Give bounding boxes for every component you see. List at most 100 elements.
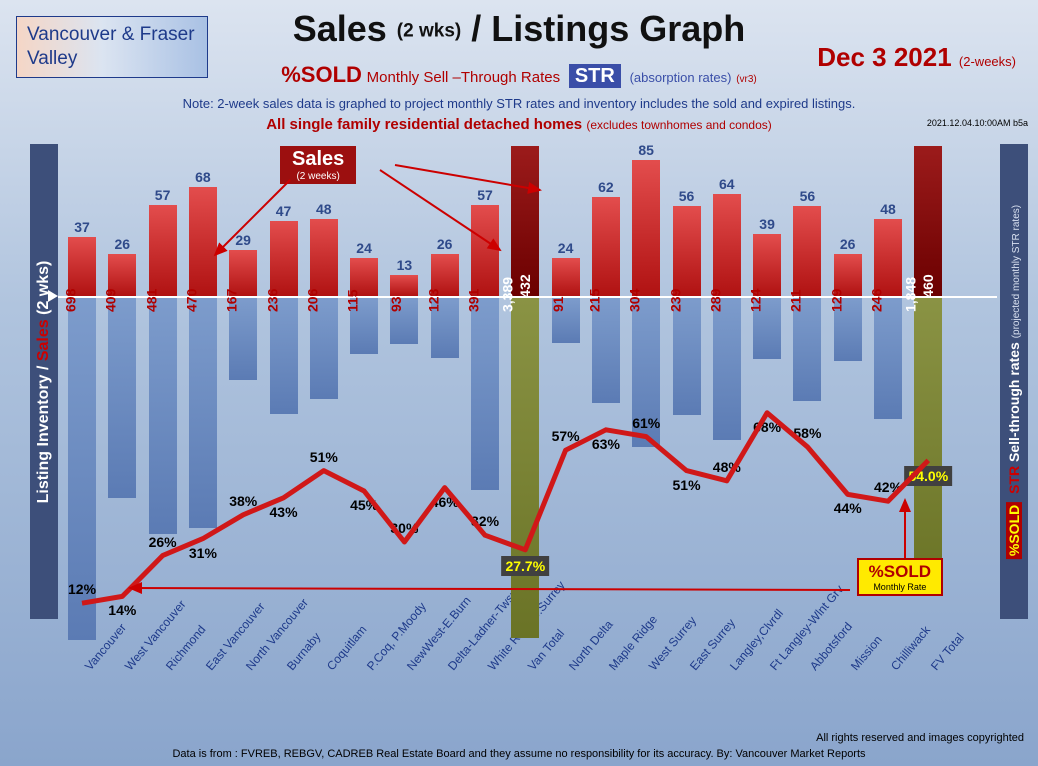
subtitle-sold: %SOLD [281,62,362,87]
inventory-value: 129 [828,289,844,312]
pct-label: 61% [632,415,660,431]
inventory-value: 289 [707,289,723,312]
pct-label: 58% [793,425,821,441]
sales-value: 26 [431,236,459,252]
subtitle-str: STR [569,64,621,88]
inventory-value: 167 [224,289,240,312]
footer-attribution: Data is from : FVREB, REBGV, CADREB Real… [0,748,1038,760]
sales-bar [149,205,177,296]
column: 8530461%West Surrey [632,144,660,664]
timestamp: 2021.12.04.10:00AM b5a [927,118,1028,128]
inventory-value: 123 [425,289,441,312]
sales-bar [874,219,902,296]
column: 139330%NewWest-E.Burn [390,144,418,664]
pct-label: 63% [592,436,620,452]
sales-bar [673,206,701,296]
inventory-bar [592,298,620,403]
inventory-value: 93 [389,296,405,312]
inventory-value: 1,848 [903,277,919,312]
pct-label: 46% [431,494,459,510]
chart-area: 3769812%Vancouver 2640914%West Vancouver 5… [60,144,995,664]
inventory-bar [108,298,136,498]
title-2wks: (2 wks) [397,20,461,41]
pct-label: 43% [270,504,298,520]
inventory-value: 409 [103,289,119,312]
subtitle: %SOLD Monthly Sell –Through Rates STR (a… [0,62,1038,88]
inventory-value: 304 [627,289,643,312]
pct-label: 48% [713,459,741,475]
pct-label: 14% [108,602,136,618]
sales-value: 39 [753,216,781,232]
column: 5748126%Richmond [149,144,177,664]
pct-label: 26% [149,534,177,550]
stage: Vancouver & Fraser Valley Sales (2 wks) … [0,0,1038,766]
inventory-bar [310,298,338,399]
column: 6847031%East Vancouver [189,144,217,664]
sales-value: 56 [793,188,821,204]
pct-label: 42% [874,479,902,495]
sales-bar [632,160,660,296]
sales-bar [270,221,298,296]
sales-bar [310,219,338,296]
inventory-value: 391 [465,289,481,312]
inventory-bar [270,298,298,414]
column: 249157%North Delta [552,144,580,664]
pct-label: 30% [390,520,418,536]
pct-label: 27.7% [501,556,549,576]
left-label-sales: Sales [35,319,52,361]
pct-label: 51% [673,477,701,493]
column: 5621158%Abbotsford [793,144,821,664]
column: 4820651%Coquitlam [310,144,338,664]
inventory-bar [511,298,539,638]
inventory-value: 246 [868,289,884,312]
column: 2612346%Delta-Ladner-Twsn [431,144,459,664]
inventory-value: 481 [143,289,159,312]
column: 4323,38927.7%Van Total [511,144,539,664]
right-label-ps: %SOLD [1006,501,1022,558]
pct-label: 32% [471,513,499,529]
sales-bar [793,206,821,296]
note2-main: All single family residential detached h… [266,116,582,133]
inventory-value: 124 [747,289,763,312]
sales-value: 56 [673,188,701,204]
pct-label: 54.0% [904,466,952,486]
pct-label: 57% [552,428,580,444]
axis-arrow-left [48,290,58,302]
subtitle-vr: (vr3) [736,74,757,85]
right-axis-label: %SOLD STR Sell-through rates (projected … [1006,204,1022,558]
column: 3912468%Ft Langley-Wlnt Grv [753,144,781,664]
sales-value: 62 [592,179,620,195]
inventory-value: 115 [345,289,361,312]
sales-value: 24 [350,240,378,256]
sales-value: 48 [310,201,338,217]
sold-badge-text: %SOLD [869,562,931,581]
right-axis-panel: %SOLD STR Sell-through rates (projected … [1000,144,1028,619]
column: 2916738%North Vancouver [229,144,257,664]
title-listings: Listings Graph [491,8,745,49]
left-label-wks: (2 wks) [35,260,52,314]
inventory-bar [914,298,942,588]
inventory-bar [874,298,902,419]
sales-value: 29 [229,232,257,248]
sales-value: 85 [632,142,660,158]
sales-value: 47 [270,203,298,219]
pct-label: 31% [189,545,217,561]
column: 2640914%West Vancouver [108,144,136,664]
inventory-value: 470 [183,289,199,312]
sales-value: 26 [834,236,862,252]
sales-value: 57 [471,187,499,203]
column: 5623951%East Surrey [673,144,701,664]
x-label: FV Total [928,630,967,673]
sales-value: 24 [552,240,580,256]
inventory-bar [471,298,499,490]
column: 6221563%Maple Ridge [592,144,620,664]
right-label-sub: (projected monthly STR rates) [1011,204,1022,337]
inventory-bar [713,298,741,440]
left-label-inv: Listing Inventory / [35,365,52,503]
inventory-bar [189,298,217,528]
sales-value: 64 [713,176,741,192]
column: 3769812%Vancouver [68,144,96,664]
note-line-2: All single family residential detached h… [0,116,1038,133]
sold-badge: %SOLD Monthly Rate [857,558,943,596]
sales-bar [471,205,499,296]
